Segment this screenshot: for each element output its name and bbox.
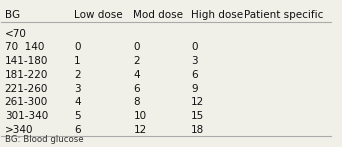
Text: 3: 3 [191,56,198,66]
Text: High dose: High dose [191,10,243,20]
Text: 3: 3 [74,84,81,94]
Text: 0: 0 [133,42,140,52]
Text: 9: 9 [191,84,198,94]
Text: 10: 10 [133,111,147,121]
Text: <70: <70 [5,29,27,39]
Text: 8: 8 [133,97,140,107]
Text: Patient specific: Patient specific [244,10,324,20]
Text: 181-220: 181-220 [5,70,48,80]
Text: Mod dose: Mod dose [133,10,183,20]
Text: 5: 5 [74,111,81,121]
Text: 4: 4 [74,97,81,107]
Text: 0: 0 [74,42,80,52]
Text: >340: >340 [5,125,33,135]
Text: 6: 6 [191,70,198,80]
Text: 15: 15 [191,111,205,121]
Text: BG: BG [5,10,20,20]
Text: BG: Blood glucose: BG: Blood glucose [5,135,83,144]
Text: 6: 6 [133,84,140,94]
Text: 2: 2 [133,56,140,66]
Text: 6: 6 [74,125,81,135]
Text: 4: 4 [133,70,140,80]
Text: 12: 12 [191,97,205,107]
Text: 141-180: 141-180 [5,56,48,66]
Text: 0: 0 [191,42,198,52]
Text: 301-340: 301-340 [5,111,48,121]
Text: 261-300: 261-300 [5,97,48,107]
Text: 1: 1 [74,56,81,66]
Text: 2: 2 [74,70,81,80]
Text: 221-260: 221-260 [5,84,48,94]
Text: 18: 18 [191,125,205,135]
Text: Low dose: Low dose [74,10,123,20]
Text: 12: 12 [133,125,147,135]
Text: 70  140: 70 140 [5,42,44,52]
